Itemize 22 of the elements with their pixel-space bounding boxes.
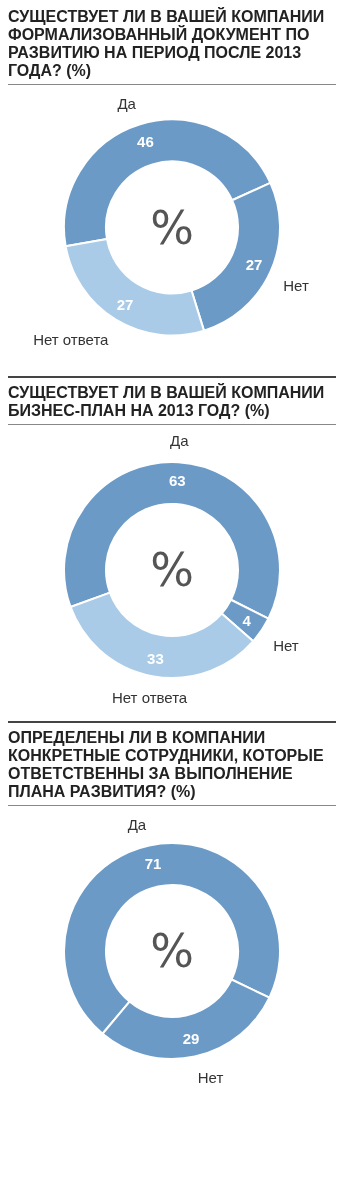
slice-label: Нет ответа xyxy=(111,688,188,706)
slice-label: Нет xyxy=(273,637,299,655)
chart-title: СУЩЕСТВУЕТ ЛИ В ВАШЕЙ КОМПАНИИ ФОРМАЛИЗОВАННЫЙ ДОКУМЕНТ ПО РАЗВИТИЮ НА ПЕРИОД ПОСЛЕ 2013 ГОДА? (%) xyxy=(8,8,336,85)
chart-title: СУЩЕСТВУЕТ ЛИ В ВАШЕЙ КОМПАНИИ БИЗНЕС-ПЛАН НА 2013 ГОД? (%) xyxy=(8,384,336,425)
data-label: 27 xyxy=(116,295,134,313)
data-label: 33 xyxy=(147,649,164,667)
slice-label: Нет xyxy=(283,276,309,294)
slice-label: Нет xyxy=(197,1069,224,1087)
slice-label: Нет ответа xyxy=(33,330,110,348)
data-label: 46 xyxy=(137,133,154,151)
text: % xyxy=(150,543,194,597)
data-label: 27 xyxy=(245,255,263,273)
text: % xyxy=(150,924,194,978)
slice-label: Да xyxy=(117,94,137,112)
data-label: 63 xyxy=(168,471,186,489)
chart-title: ОПРЕДЕЛЕНЫ ЛИ В КОМПАНИИ КОНКРЕТНЫЕ СОТРУДНИКИ, КОТОРЫЕ ОТВЕТСТВЕННЫ ЗА ВЫПОЛНЕНИЕ ПЛАНА РАЗВИТИЯ? (%) xyxy=(8,729,336,806)
data-label: 4 xyxy=(242,611,252,629)
data-label: 29 xyxy=(182,1030,200,1048)
text: % xyxy=(150,200,194,255)
slice-label: Да xyxy=(127,815,147,833)
data-label: 71 xyxy=(144,854,162,872)
slice-label: Да xyxy=(169,432,190,450)
